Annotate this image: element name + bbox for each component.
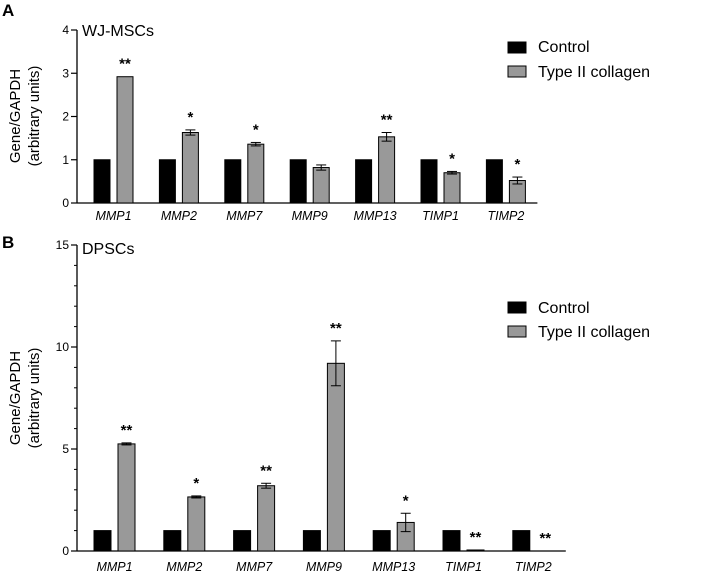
significance-marker-mmp9: ** [330,320,342,337]
y-tick-label-a: 4 [62,23,69,37]
x-tick-label-mmp1: MMP1 [96,560,132,573]
y-axis-label-b-line2: (arbitrary units) [26,348,43,449]
y-tick-label-b: 10 [56,340,70,354]
legend-label-collagen-a: Type II collagen [538,64,650,81]
x-tick-label-mmp7: MMP7 [226,209,263,223]
y-tick-label-b: 0 [62,544,69,558]
y-tick-label-a: 1 [62,153,69,167]
bar-control-timp2 [512,530,531,552]
legend-swatch-control-b [507,301,527,314]
significance-marker-mmp7: ** [260,462,272,479]
bar-control-mmp9 [289,159,307,204]
bar-control-mmp1 [93,530,112,552]
x-tick-label-mmp13: MMP13 [372,560,415,573]
y-tick-label-a: 2 [62,110,69,124]
bar-control-timp1 [442,530,461,552]
bar-control-mmp7 [224,159,242,204]
legend-b: Control Type II collagen [507,300,650,341]
bar-collagen-timp1 [466,549,485,552]
bar-control-mmp2 [163,530,182,552]
y-tick-label-a: 0 [62,196,69,210]
x-tick-label-timp2: TIMP2 [515,560,552,573]
y-tick-label-b: 5 [62,442,69,456]
panel-letter-b: B [2,233,14,252]
significance-marker-mmp2: * [187,109,193,126]
significance-marker-timp2: * [514,156,520,173]
legend-label-control-b: Control [538,300,590,317]
significance-marker-mmp13: ** [381,112,393,129]
bar-collagen-mmp1 [117,443,136,552]
significance-marker-timp1: * [449,150,455,167]
panel-letter-a: A [2,1,14,20]
x-tick-label-mmp2: MMP2 [161,209,197,223]
x-tick-label-mmp2: MMP2 [166,560,202,573]
y-axis-label-b-line1: Gene/GAPDH [7,351,24,445]
y-tick-label-b: 15 [56,238,70,252]
legend-a: Control Type II collagen [507,39,650,81]
bar-control-mmp13 [372,530,391,552]
y-axis-label-a-line1: Gene/GAPDH [7,69,24,163]
bar-collagen-mmp13 [378,136,396,204]
bar-control-mmp2 [158,159,176,204]
x-tick-label-timp1: TIMP1 [422,209,459,223]
panel-a: A WJ-MSCs Gene/GAPDH (arbitrary units) 0… [2,1,650,223]
x-tick-label-mmp13: MMP13 [354,209,397,223]
chart-title-a: WJ-MSCs [82,23,154,40]
significance-marker-mmp13: * [403,492,409,509]
panel-b: B DPSCs Gene/GAPDH (arbitrary units) 0 5 1… [2,233,650,573]
x-tick-label-mmp7: MMP7 [236,560,273,573]
bar-collagen-mmp1 [116,76,134,204]
chart-title-b: DPSCs [82,241,134,258]
plot-area-b: 0 5 10 15 ** MMP1 * MMP2 ** MMP7 ** MMP9 * MMP13 ** TIM… [56,238,566,573]
significance-marker-timp2: ** [539,530,551,547]
bar-collagen-mmp2 [181,132,199,204]
bar-control-mmp7 [233,530,252,552]
legend-swatch-collagen-a [507,65,527,78]
bar-control-mmp13 [355,159,373,204]
legend-label-collagen-b: Type II collagen [538,324,650,341]
significance-marker-mmp2: * [193,475,199,492]
x-tick-label-mmp9: MMP9 [292,209,328,223]
y-axis-label-a-line2: (arbitrary units) [26,66,43,167]
legend-swatch-control-a [507,41,527,54]
bar-collagen-timp1 [443,172,461,204]
significance-marker-mmp1: ** [119,56,131,73]
bar-collagen-mmp7 [257,485,276,552]
bar-collagen-mmp9 [326,362,345,552]
x-tick-label-timp1: TIMP1 [445,560,482,573]
legend-swatch-collagen-b [507,325,527,338]
y-tick-label-a: 3 [62,66,69,80]
bar-collagen-mmp7 [247,143,265,204]
bar-control-mmp9 [302,530,321,552]
x-tick-label-timp2: TIMP2 [487,209,524,223]
bar-collagen-mmp9 [312,167,330,204]
x-tick-label-mmp9: MMP9 [306,560,342,573]
bar-collagen-mmp2 [187,496,206,552]
significance-marker-mmp7: * [253,121,259,138]
bar-control-timp1 [420,159,438,204]
bar-control-mmp1 [93,159,111,204]
plot-area-a: 0 1 2 3 4 ** MMP1 * MMP2 * MMP7 MMP9 ** MMP13 * TIMP1 * T… [62,23,538,223]
significance-marker-mmp1: ** [121,422,133,439]
legend-label-control-a: Control [538,39,590,56]
x-tick-label-mmp1: MMP1 [95,209,131,223]
bar-control-timp2 [485,159,503,204]
significance-marker-timp1: ** [470,529,482,546]
